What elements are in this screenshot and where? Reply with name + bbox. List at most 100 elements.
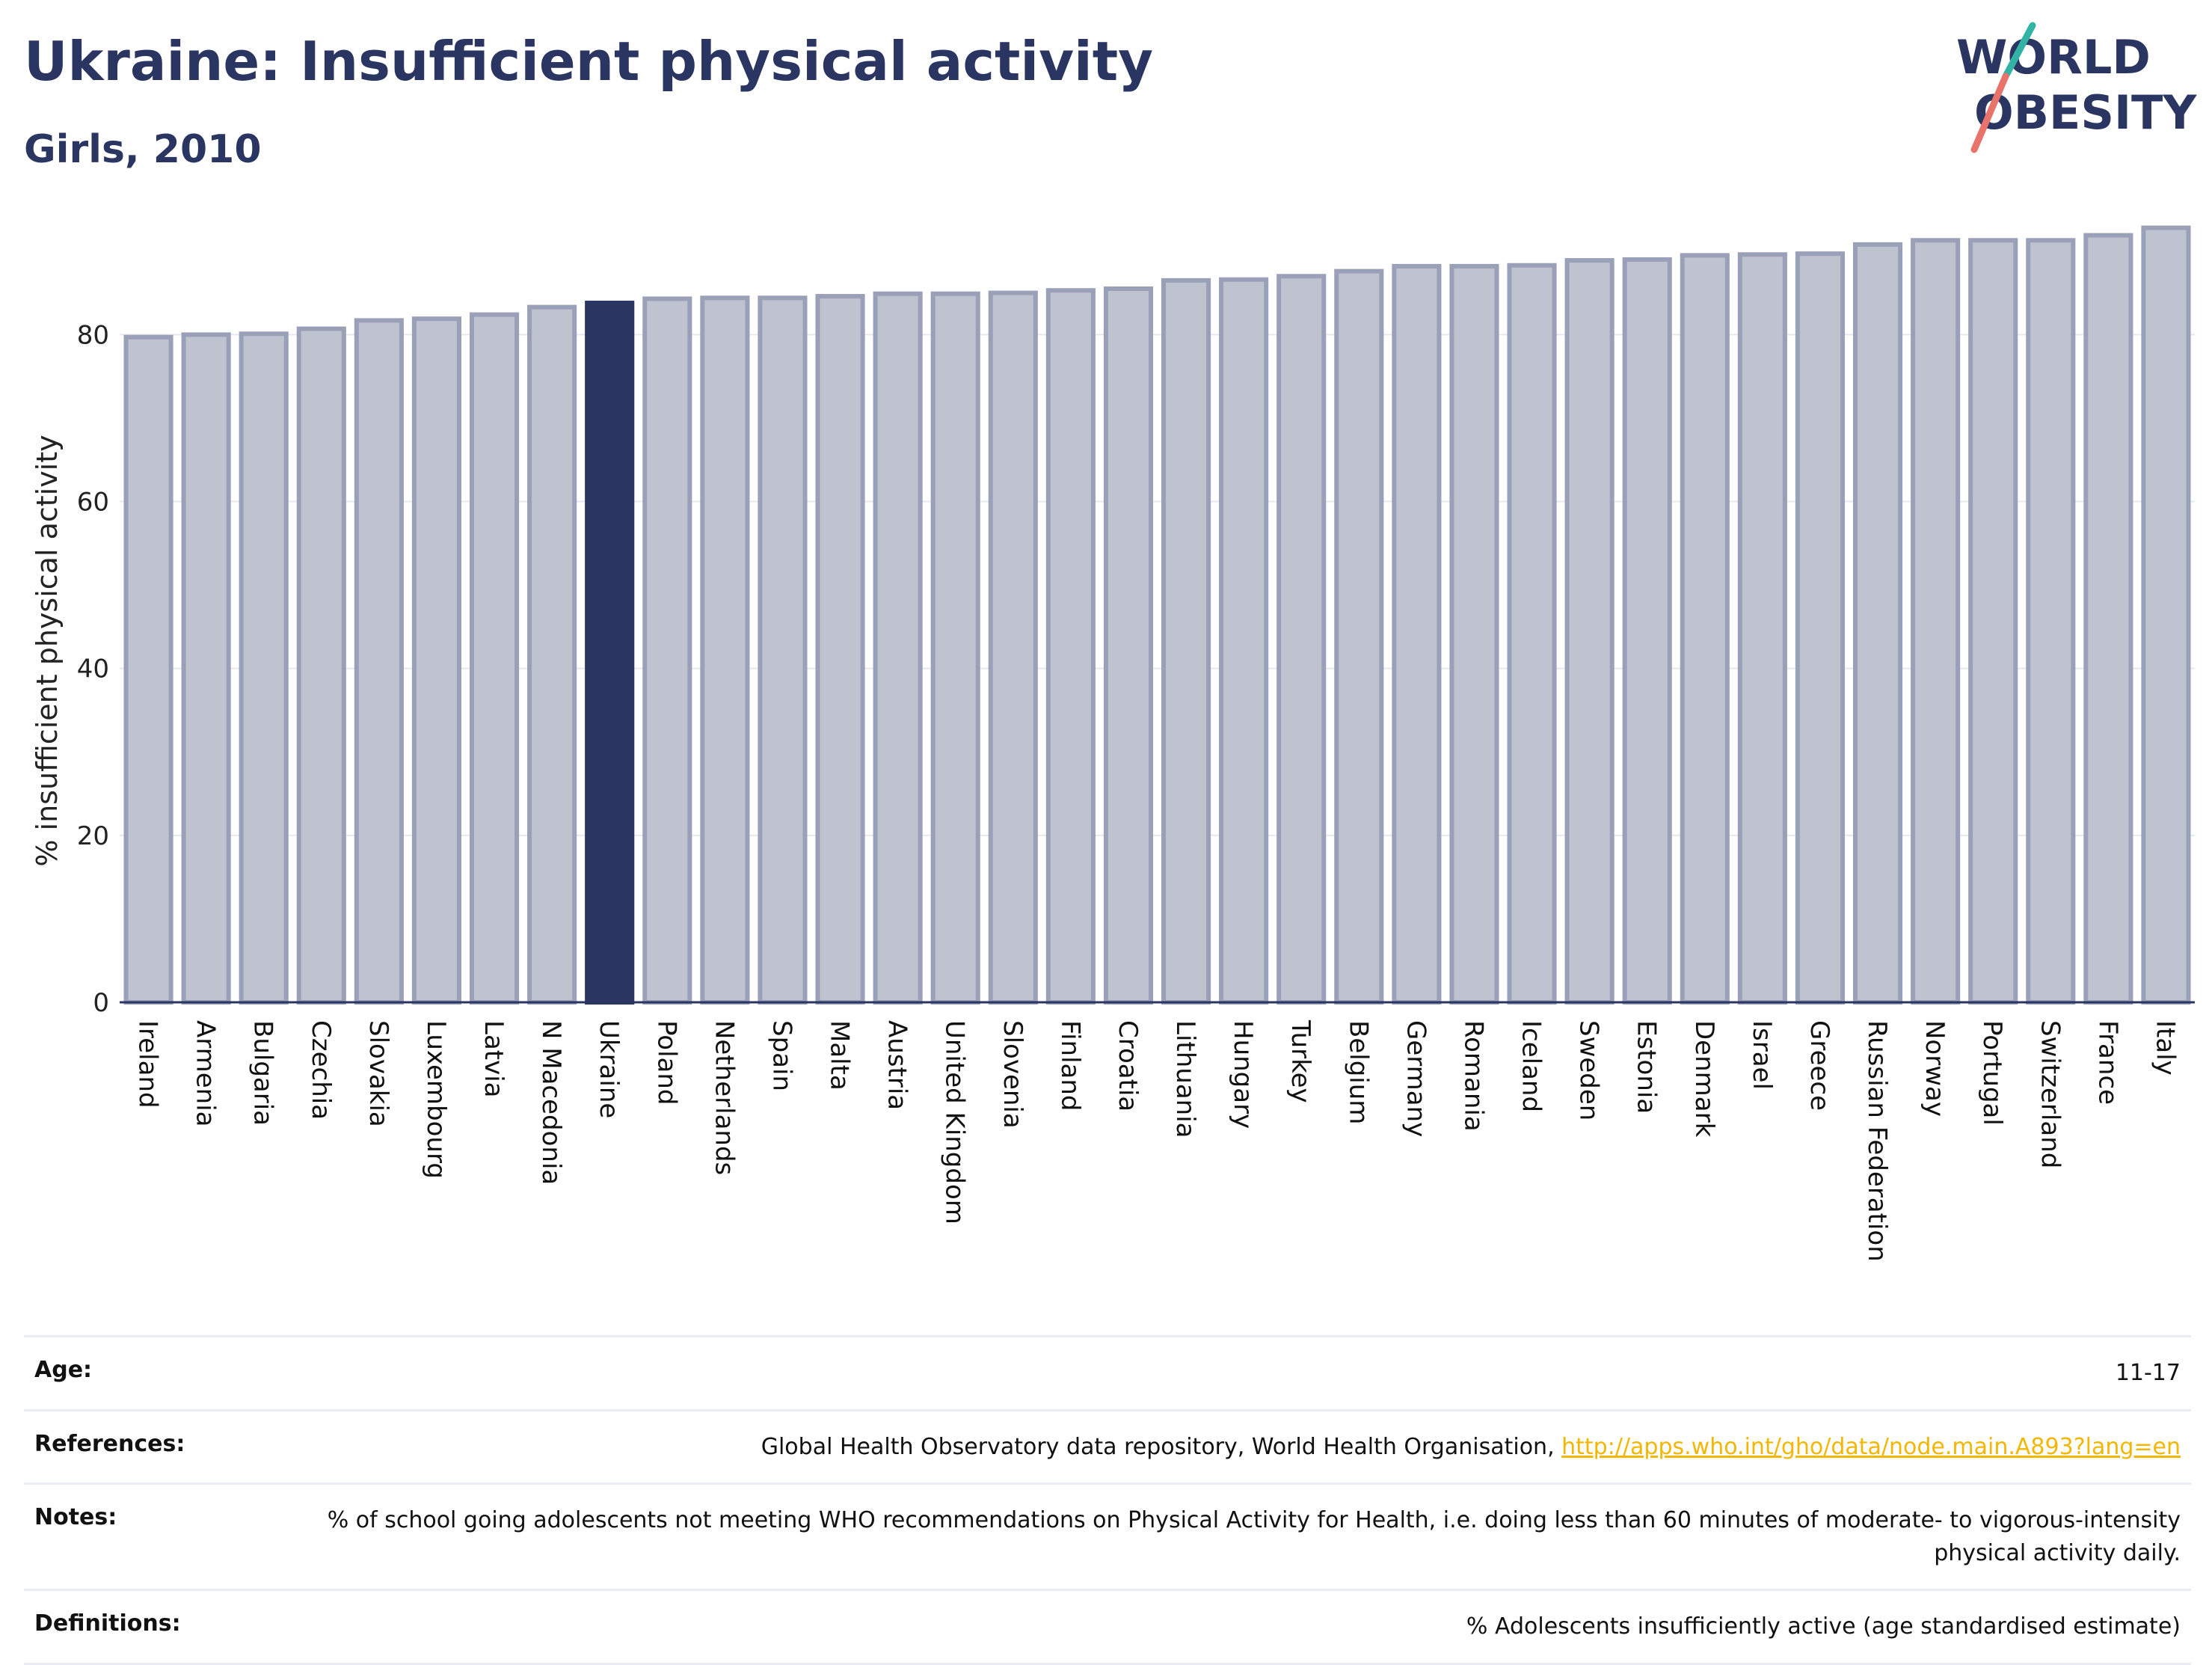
x-tick-label: Italy (2150, 1020, 2180, 1076)
page-subtitle: Girls, 2010 (24, 127, 262, 172)
bar (758, 295, 808, 1005)
notes-value: % of school going adolescents not meetin… (327, 1507, 2181, 1566)
x-tick-label: Croatia (1113, 1020, 1143, 1111)
bar (1045, 288, 1096, 1005)
bar (642, 296, 692, 1005)
notes-row: Notes: % of school going adolescents not… (24, 1482, 2191, 1589)
x-tick-label: Portugal (1977, 1020, 2007, 1126)
x-tick-label: Greece (1804, 1020, 1834, 1111)
y-axis-label: % insufficient physical activity (31, 435, 64, 866)
bar (1334, 269, 1384, 1005)
bar (1276, 274, 1327, 1005)
bar (2083, 233, 2133, 1005)
x-tick-label: Latvia (479, 1020, 509, 1098)
bar (2141, 225, 2191, 1005)
age-row: Age: 11-17 (24, 1335, 2191, 1409)
x-tick-label: United Kingdom (940, 1020, 970, 1224)
logo-line2: OBESITY (1974, 85, 2197, 140)
definitions-label: Definitions: (34, 1610, 181, 1637)
x-tick-label: Armenia (191, 1020, 221, 1127)
bar (469, 312, 520, 1005)
references-link[interactable]: http://apps.who.int/gho/data/node.main.A… (1561, 1433, 2181, 1460)
bar-highlight (585, 300, 635, 1005)
x-tick-label: Russian Federation (1862, 1020, 1892, 1262)
logo-slash-teal (2002, 22, 2036, 80)
bar (2026, 238, 2076, 1005)
x-tick-label: Turkey (1285, 1019, 1315, 1103)
bar (1680, 253, 1730, 1005)
x-tick-label: Switzerland (2035, 1020, 2065, 1168)
references-row: References: Global Health Observatory da… (24, 1408, 2191, 1483)
x-tick-label: Iceland (1517, 1020, 1546, 1112)
y-tick-label: 60 (77, 488, 109, 518)
x-tick-label: Czechia (306, 1020, 336, 1120)
bar (1219, 277, 1269, 1005)
x-tick-label: Hungary (1228, 1020, 1258, 1129)
x-tick-label: Israel (1747, 1020, 1777, 1090)
bar (1852, 242, 1903, 1005)
x-tick-label: Finland (1055, 1020, 1085, 1111)
bar (1507, 263, 1557, 1005)
references-label: References: (34, 1430, 185, 1457)
definitions-value: % Adolescents insufficiently active (age… (1466, 1613, 2181, 1640)
bar (123, 334, 173, 1005)
bar (1968, 238, 2018, 1005)
bar (1392, 263, 1442, 1005)
bar (988, 290, 1038, 1005)
x-tick-label: Sweden (1574, 1020, 1604, 1120)
bar (815, 294, 865, 1005)
bar (296, 326, 346, 1005)
bar (181, 332, 231, 1005)
x-tick-label: Denmark (1689, 1020, 1719, 1138)
y-tick-label: 40 (77, 654, 109, 684)
x-tick-label: Austria (882, 1020, 912, 1110)
bar (1795, 251, 1846, 1005)
x-tick-label: Germany (1401, 1020, 1431, 1137)
bar (239, 331, 289, 1005)
bar (354, 318, 404, 1005)
y-tick-label: 80 (77, 320, 109, 350)
bar (700, 295, 750, 1005)
world-obesity-logo: WORLD OBESITY (1956, 22, 2197, 153)
x-tick-label: Norway (1920, 1020, 1950, 1117)
bar (930, 291, 980, 1005)
bar (411, 316, 462, 1005)
bar (1103, 286, 1154, 1005)
x-tick-label: Slovenia (998, 1020, 1027, 1129)
bar (1622, 257, 1672, 1005)
x-tick-label: Ireland (133, 1020, 163, 1109)
x-tick-label: Malta (825, 1020, 855, 1091)
x-tick-label: Romania (1458, 1020, 1488, 1132)
references-value: Global Health Observatory data repositor… (761, 1431, 2181, 1464)
bar-chart: 0 20 40 60 80 % insufficient physical activit… (31, 225, 2195, 1262)
x-tick-label: Luxembourg (421, 1020, 451, 1179)
x-tick-label: N Macedonia (536, 1020, 566, 1185)
x-tick-label: Bulgaria (248, 1020, 278, 1126)
bar (1449, 263, 1499, 1005)
metadata-table: Age: 11-17 References: Global Health Obs… (24, 1335, 2191, 1665)
x-tick-label: Slovakia (363, 1020, 393, 1127)
y-tick-label: 0 (93, 988, 109, 1018)
logo-slash-coral (1970, 73, 2009, 153)
x-tick-label: France (2092, 1020, 2122, 1105)
x-tick-label: Belgium (1343, 1020, 1373, 1124)
x-tick-label: Spain (766, 1020, 796, 1091)
x-tick-label: Lithuania (1170, 1020, 1200, 1138)
x-tick-label: Poland (651, 1020, 681, 1106)
bar (527, 304, 577, 1005)
definitions-row: Definitions: % Adolescents insufficientl… (24, 1589, 2191, 1665)
y-tick-label: 20 (77, 821, 109, 851)
x-tick-label: Ukraine (594, 1020, 624, 1118)
logo-line1: WORLD (1956, 30, 2151, 85)
age-label: Age: (34, 1357, 93, 1383)
notes-label: Notes: (34, 1504, 117, 1530)
bar (1564, 258, 1615, 1005)
bar (1737, 252, 1787, 1005)
x-tick-label: Netherlands (709, 1020, 739, 1175)
age-value: 11-17 (2115, 1360, 2181, 1386)
bar (873, 291, 923, 1005)
bar (1161, 278, 1211, 1005)
page-title: Ukraine: Insufficient physical activity (24, 30, 1154, 93)
x-tick-label: Estonia (1632, 1020, 1662, 1114)
bar (1911, 238, 1961, 1005)
